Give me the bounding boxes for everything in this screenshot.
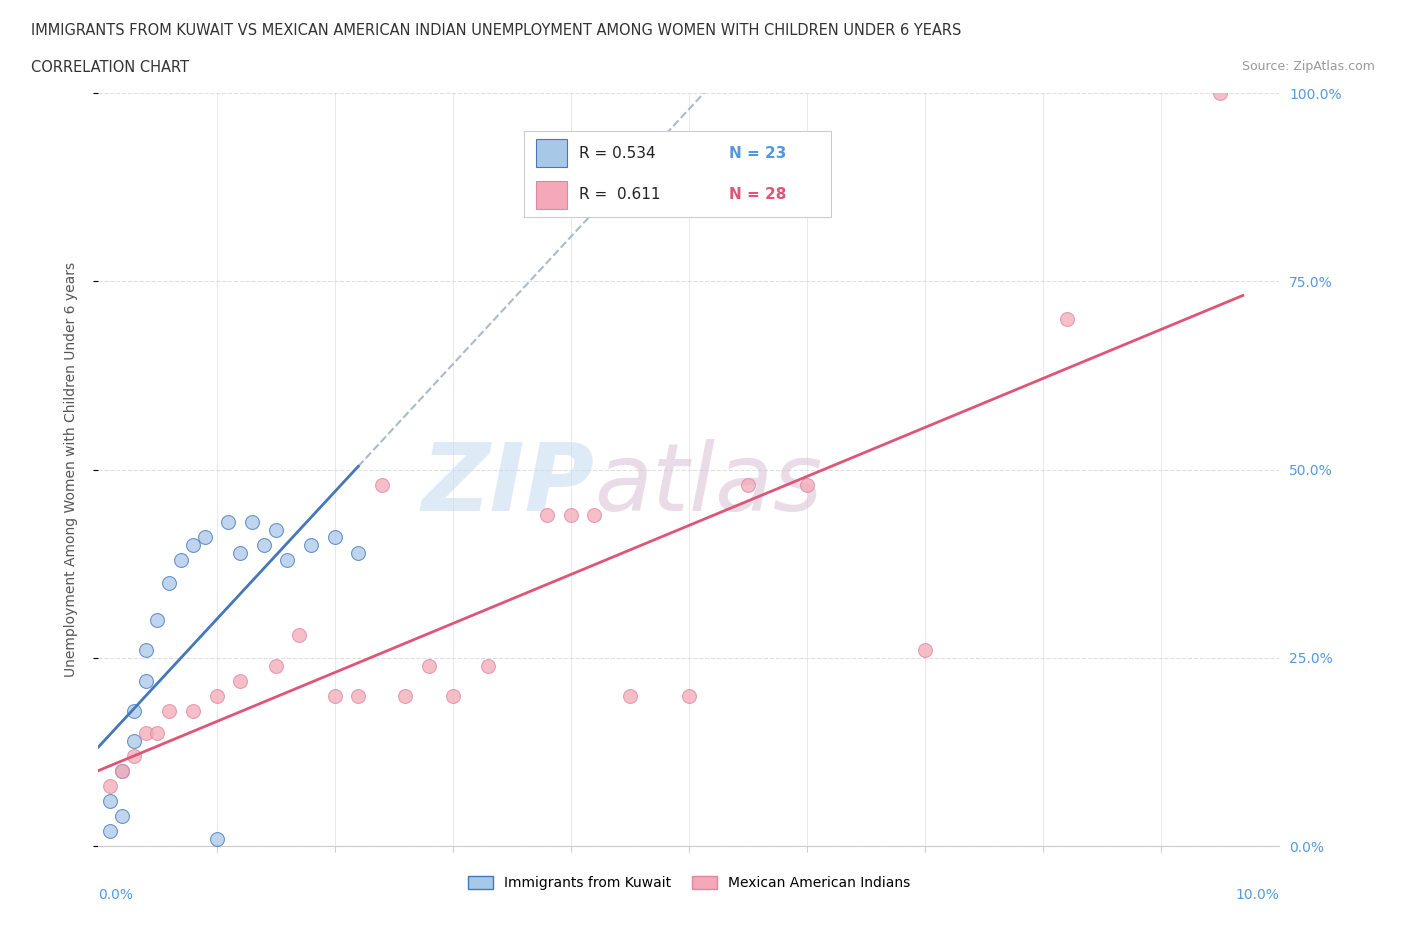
Point bbox=[122, 734, 145, 749]
Point bbox=[170, 552, 193, 567]
Text: N = 28: N = 28 bbox=[730, 187, 787, 202]
Point bbox=[205, 688, 228, 703]
Text: IMMIGRANTS FROM KUWAIT VS MEXICAN AMERICAN INDIAN UNEMPLOYMENT AMONG WOMEN WITH : IMMIGRANTS FROM KUWAIT VS MEXICAN AMERIC… bbox=[31, 23, 962, 38]
Point bbox=[229, 673, 252, 688]
Point bbox=[288, 628, 311, 643]
Point bbox=[264, 523, 287, 538]
Point bbox=[229, 545, 252, 560]
Point bbox=[914, 643, 936, 658]
Point bbox=[135, 643, 157, 658]
Point bbox=[1056, 312, 1078, 326]
Point bbox=[299, 538, 322, 552]
Point bbox=[560, 508, 582, 523]
Point bbox=[347, 545, 370, 560]
Text: 0.0%: 0.0% bbox=[98, 888, 134, 902]
Point bbox=[418, 658, 440, 673]
Point bbox=[157, 575, 180, 591]
Point bbox=[441, 688, 464, 703]
Text: R = 0.534: R = 0.534 bbox=[579, 146, 655, 161]
Point bbox=[122, 703, 145, 718]
Point bbox=[276, 552, 298, 567]
Point bbox=[737, 477, 759, 492]
Point bbox=[477, 658, 499, 673]
Point bbox=[135, 726, 157, 741]
Point bbox=[323, 530, 346, 545]
Point bbox=[240, 515, 263, 530]
Point bbox=[264, 658, 287, 673]
Bar bbox=[536, 181, 567, 208]
Point bbox=[111, 764, 134, 778]
Text: Source: ZipAtlas.com: Source: ZipAtlas.com bbox=[1241, 60, 1375, 73]
Point bbox=[1209, 86, 1232, 100]
Point bbox=[619, 688, 641, 703]
Point bbox=[347, 688, 370, 703]
Point bbox=[323, 688, 346, 703]
Point bbox=[111, 764, 134, 778]
Y-axis label: Unemployment Among Women with Children Under 6 years: Unemployment Among Women with Children U… bbox=[63, 262, 77, 677]
Point bbox=[371, 477, 394, 492]
Point bbox=[678, 688, 700, 703]
Point bbox=[111, 809, 134, 824]
Point bbox=[253, 538, 276, 552]
Text: atlas: atlas bbox=[595, 439, 823, 530]
Point bbox=[536, 508, 558, 523]
Point bbox=[157, 703, 180, 718]
Point bbox=[146, 726, 169, 741]
Text: 10.0%: 10.0% bbox=[1236, 888, 1279, 902]
Point bbox=[205, 831, 228, 846]
Point bbox=[98, 824, 121, 839]
Point bbox=[796, 477, 818, 492]
Text: ZIP: ZIP bbox=[422, 439, 595, 531]
Point bbox=[181, 538, 204, 552]
Point bbox=[194, 530, 217, 545]
Point bbox=[98, 793, 121, 808]
Point bbox=[394, 688, 416, 703]
Text: N = 23: N = 23 bbox=[730, 146, 787, 161]
Legend: Immigrants from Kuwait, Mexican American Indians: Immigrants from Kuwait, Mexican American… bbox=[463, 870, 915, 896]
Point bbox=[146, 613, 169, 628]
Text: R =  0.611: R = 0.611 bbox=[579, 187, 661, 202]
Point bbox=[98, 778, 121, 793]
Text: CORRELATION CHART: CORRELATION CHART bbox=[31, 60, 188, 75]
Point bbox=[135, 673, 157, 688]
Point bbox=[583, 508, 606, 523]
Point bbox=[181, 703, 204, 718]
Point bbox=[217, 515, 239, 530]
Point bbox=[122, 749, 145, 764]
Bar bbox=[536, 140, 567, 167]
